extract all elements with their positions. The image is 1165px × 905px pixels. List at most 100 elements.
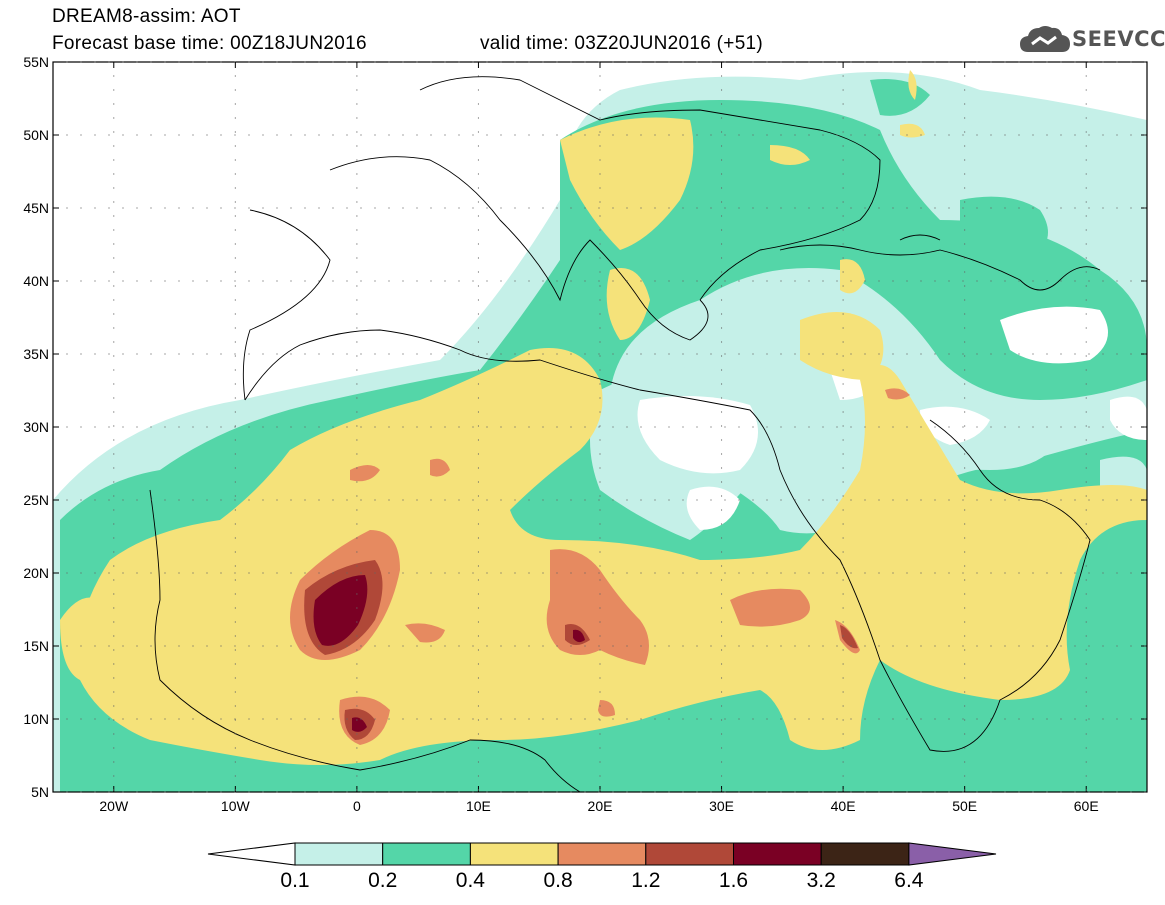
grid-dot <box>234 607 236 609</box>
grid-dot <box>192 134 194 136</box>
grid-dot <box>720 75 723 77</box>
grid-dot <box>1018 353 1020 355</box>
grid-dot <box>682 134 684 136</box>
grid-dot <box>892 499 894 501</box>
grid-dot <box>113 75 115 77</box>
grid-dot <box>640 426 642 428</box>
grid-dot <box>356 747 358 749</box>
grid-dot <box>570 134 572 136</box>
grid-dot <box>556 572 558 574</box>
grid-dot <box>892 718 894 720</box>
grid-dot <box>108 426 110 428</box>
grid-dot <box>66 572 68 574</box>
grid-dot <box>150 61 152 63</box>
grid-dot <box>720 733 723 735</box>
grid-dot <box>356 397 358 399</box>
grid-dot <box>458 499 460 501</box>
grid-dot <box>94 718 96 720</box>
grid-dot <box>276 426 278 428</box>
grid-dot <box>599 789 601 791</box>
grid-dot <box>113 509 115 511</box>
colorbar-box <box>382 842 471 866</box>
grid-dot <box>720 747 723 749</box>
grid-dot <box>122 499 124 501</box>
grid-dot <box>234 243 236 245</box>
grid-dot <box>1085 663 1087 665</box>
grid-dot <box>964 159 966 161</box>
grid-dot <box>842 789 844 791</box>
grid-dot <box>682 499 684 501</box>
grid-dot <box>599 425 601 427</box>
grid-dot <box>66 499 68 501</box>
grid-dot <box>1085 411 1087 413</box>
grid-dot <box>864 499 866 501</box>
grid-dot <box>808 718 810 720</box>
grid-dot <box>234 645 236 647</box>
grid-dot <box>136 280 138 282</box>
grid-dot <box>108 499 110 501</box>
grid-dot <box>486 791 488 793</box>
grid-dot <box>948 645 950 647</box>
grid-dot <box>850 280 852 282</box>
grid-dot <box>206 134 208 136</box>
grid-dot <box>612 499 614 501</box>
grid-dot <box>444 61 446 63</box>
grid-dot <box>356 75 358 77</box>
grid-dot <box>584 426 586 428</box>
grid-dot <box>842 285 844 287</box>
grid-dot <box>262 134 264 136</box>
grid-dot <box>206 791 208 793</box>
grid-dot <box>934 134 936 136</box>
grid-dot <box>304 572 306 574</box>
grid-dot <box>556 207 558 209</box>
grid-dot <box>472 61 474 63</box>
grid-dot <box>626 207 628 209</box>
grid-dot <box>113 117 115 119</box>
grid-dot <box>720 313 723 315</box>
grid-dot <box>720 537 723 539</box>
grid-dot <box>906 645 908 647</box>
grid-dot <box>640 718 642 720</box>
grid-dot <box>318 718 320 720</box>
grid-dot <box>66 134 68 136</box>
grid-dot <box>1085 509 1087 511</box>
grid-dot <box>850 791 852 793</box>
grid-dot <box>477 439 480 441</box>
grid-dot <box>682 61 684 63</box>
grid-dot <box>842 607 844 609</box>
grid-dot <box>477 313 480 315</box>
grid-dot <box>878 499 880 501</box>
grid-dot <box>720 761 723 763</box>
grid-dot <box>864 134 866 136</box>
grid-dot <box>234 207 236 209</box>
grid-dot <box>356 369 358 371</box>
grid-dot <box>990 718 992 720</box>
grid-dot <box>720 243 723 245</box>
aot-field <box>53 62 1147 792</box>
grid-dot <box>356 285 358 287</box>
grid-dot <box>1074 61 1076 63</box>
grid-dot <box>842 649 844 651</box>
grid-dot <box>122 207 124 209</box>
grid-dot <box>1088 426 1090 428</box>
grid-dot <box>66 791 68 793</box>
grid-dot <box>976 426 978 428</box>
grid-dot <box>234 621 236 623</box>
grid-dot <box>599 509 601 511</box>
grid-dot <box>178 718 180 720</box>
grid-dot <box>794 645 796 647</box>
lat-label: 45N <box>23 200 49 216</box>
grid-dot <box>780 718 782 720</box>
grid-dot <box>720 187 723 189</box>
grid-dot <box>822 426 824 428</box>
grid-dot <box>822 61 824 63</box>
grid-dot <box>964 775 966 777</box>
grid-dot <box>472 353 474 355</box>
grid-dot <box>822 791 824 793</box>
grid-dot <box>248 645 250 647</box>
grid-dot <box>720 397 723 399</box>
grid-dot <box>234 299 236 301</box>
grid-dot <box>262 499 264 501</box>
lon-label: 40E <box>831 798 856 814</box>
grid-dot <box>654 718 656 720</box>
